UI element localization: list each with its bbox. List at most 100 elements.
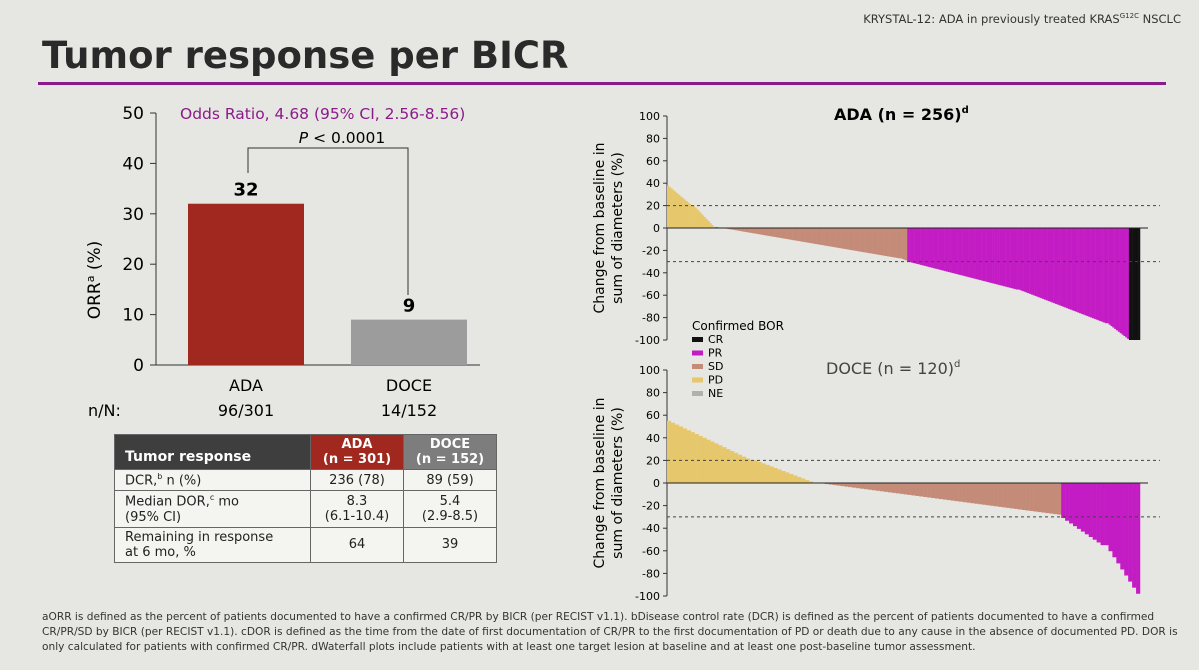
doce-bar-sd (903, 483, 908, 495)
ada-bar-pr (957, 228, 960, 275)
ada-bar-sd (739, 228, 742, 231)
ada-bar-pr (1047, 228, 1050, 302)
ada-bar-pr (921, 228, 925, 266)
ada-bar-pd (685, 200, 688, 228)
ada-bar-pr (934, 228, 938, 269)
ada-bar-pd (687, 202, 690, 228)
doce-bar-pd (670, 422, 676, 483)
ada-bar-sd (753, 228, 756, 234)
ada-bar-sd (763, 228, 766, 236)
ada-bar-pr (962, 228, 965, 276)
doce-y-tick-label: -100 (635, 590, 660, 600)
table-header-ada: ADA (n = 301) (310, 434, 404, 470)
row-doce-value: 39 (403, 526, 497, 563)
ada-bar-sd (877, 228, 880, 255)
doce-bar-pd (793, 475, 798, 483)
doce-bar-sd (875, 483, 881, 491)
legend-title: Confirmed BOR (692, 319, 784, 333)
doce-bar-pd (761, 463, 766, 483)
ada-y-tick-label: 60 (646, 155, 660, 168)
ada-bar-sd (851, 228, 854, 251)
doce-bar-sd (935, 483, 940, 499)
legend-label-sd: SD (708, 360, 723, 373)
doce-bar-pd (781, 470, 786, 483)
ada-bar-pr (1121, 228, 1124, 335)
ada-bar-pr (1104, 228, 1107, 324)
orr-y-axis: 0 10 20 30 40 50 (122, 104, 480, 376)
ada-y-tick-label: -80 (642, 312, 660, 325)
doce-bar-sd (1005, 483, 1011, 508)
doce-bar-sd (871, 483, 877, 491)
doce-bar-pd (690, 432, 695, 483)
orr-y-label: ORRa (%) (84, 241, 105, 320)
ada-bar-sd (783, 228, 786, 239)
ada-bar-pr (977, 228, 980, 280)
ada-bar-sd (831, 228, 834, 247)
ada-bar-sd (822, 228, 825, 246)
ada-bar-pr (933, 228, 936, 269)
doce-bar-sd (962, 483, 967, 503)
ada-bar-sd (785, 228, 788, 239)
ada-bar-pr (918, 228, 921, 265)
ada-bar-cr (1130, 228, 1133, 340)
orr-y-tick-label: 30 (122, 205, 144, 225)
ada-bar-sd (809, 228, 812, 244)
ada-bar-pr (1091, 228, 1095, 319)
ada-bar-pr (973, 228, 976, 279)
ada-bar-sd (790, 228, 793, 240)
ada-bar-pr (1043, 228, 1047, 300)
ada-y-tick-label: 80 (646, 132, 660, 145)
ada-bar-pr (986, 228, 989, 283)
ada-bar-pr (1058, 228, 1061, 306)
ada-bar-pd (700, 213, 703, 228)
ada-bar-sd (796, 228, 799, 241)
ada-bar-sd (829, 228, 832, 247)
ada-y-tick-label: 0 (653, 222, 660, 235)
title-divider (38, 82, 1166, 85)
doce-bar-sd (923, 483, 928, 498)
footnote: aORR is defined as the percent of patien… (42, 611, 1178, 653)
ada-bar-pr (1014, 228, 1017, 290)
ada-bar-sd (774, 228, 777, 238)
doce-bar-pd (804, 479, 810, 483)
ada-bar-pd (678, 194, 681, 228)
ada-bar-sd (857, 228, 860, 252)
ada-bar-pr (1099, 228, 1102, 322)
ada-bar-pr (979, 228, 982, 281)
ada-bar-pr (1084, 228, 1087, 316)
doce-y-tick-label: -60 (642, 545, 660, 558)
table-row: Median DOR,c mo (95% CI) 8.3 (6.1-10.4) 5.… (114, 490, 497, 528)
ada-bar-sd (794, 228, 797, 241)
ada-bar-pr (907, 228, 910, 262)
ada-bar-pr (1066, 228, 1069, 309)
doce-bar-sd (942, 483, 948, 500)
ada-bar-pr (947, 228, 950, 273)
doce-bar-sd (860, 483, 865, 489)
doce-bar-sd (1009, 483, 1015, 509)
ada-bar-sd (890, 228, 893, 257)
ada-bar-sd (868, 228, 871, 254)
ada-bar-pr (958, 228, 962, 275)
ada-bar-pr (940, 228, 943, 271)
ada-bar-sd (768, 228, 771, 237)
orr-bar-doce (351, 319, 467, 365)
ada-bar-sd (788, 228, 792, 240)
ada-bar-pr (964, 228, 967, 277)
ada-bar-pr (997, 228, 1000, 285)
ada-bar-pr (914, 228, 917, 264)
legend-label-ne: NE (708, 387, 723, 400)
orr-y-tick-label: 20 (122, 255, 144, 275)
row-label: Remaining in response at 6 mo, % (114, 526, 311, 563)
doce-bar-sd (958, 483, 963, 502)
doce-bar-pr (1092, 483, 1097, 540)
ada-bar-pr (1110, 228, 1113, 327)
doce-bar-pr (1108, 483, 1113, 552)
doce-bar-sd (836, 483, 841, 486)
ada-bar-pr (951, 228, 954, 273)
ada-bar-sd (827, 228, 830, 247)
ada-bar-sd (892, 228, 895, 258)
doce-bar-sd (824, 483, 829, 485)
ada-bar-sd (853, 228, 856, 251)
ada-bar-sd (888, 228, 891, 257)
ada-bar-pr (1060, 228, 1063, 307)
